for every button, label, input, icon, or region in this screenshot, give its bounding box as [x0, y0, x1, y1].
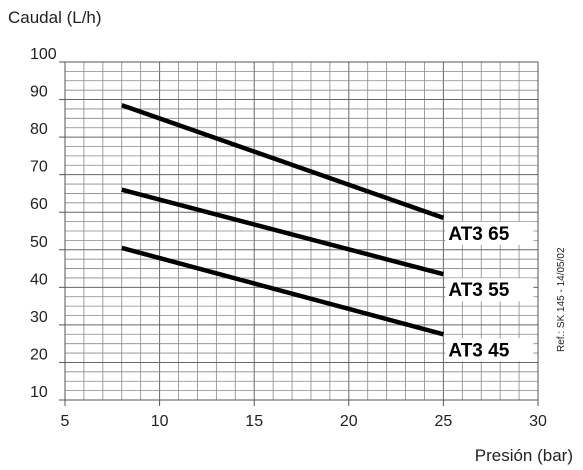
series-line: [121, 187, 444, 277]
y-tick-label: 60: [30, 196, 48, 213]
x-tick-label: 30: [529, 413, 547, 430]
series-line: [121, 103, 445, 220]
x-tick-label: 10: [151, 413, 169, 430]
series-label-background: [445, 338, 534, 362]
series-label: AT3 55: [448, 280, 509, 301]
x-tick-label: 5: [61, 413, 70, 430]
y-tick-label: 100: [30, 46, 57, 63]
series-labels: AT3 65 AT3 55 AT3 45: [445, 221, 534, 362]
y-tick-label: 80: [30, 121, 48, 138]
y-tick-label: 10: [30, 384, 48, 401]
series-line: [121, 245, 444, 337]
y-tick-label: 30: [30, 309, 48, 326]
y-tick-label: 90: [30, 84, 48, 101]
y-tick-label: 50: [30, 234, 48, 251]
chart-title-ylabel: Caudal (L/h): [8, 8, 102, 27]
series-label: AT3 65: [448, 224, 509, 245]
x-tick-label: 25: [435, 413, 453, 430]
y-tick-label: 70: [30, 159, 48, 176]
axes: 10 20 30 40 50 60 70 80 90 100 5 10 15 20 25 30: [30, 46, 547, 430]
reference-note: Ref.: SK 145 - 14/05/02: [556, 247, 567, 352]
series-label-background: [445, 278, 534, 302]
series-label-background: [445, 221, 534, 245]
series-label: AT3 45: [448, 340, 509, 361]
x-axis-label: Presión (bar): [474, 446, 573, 465]
series-lines: [121, 103, 445, 337]
y-tick-label: 40: [30, 271, 48, 288]
y-tick-label: 20: [30, 346, 48, 363]
plot-frame: [64, 61, 539, 401]
x-tick-label: 15: [245, 413, 263, 430]
x-tick-label: 20: [340, 413, 358, 430]
grid: [64, 61, 539, 401]
